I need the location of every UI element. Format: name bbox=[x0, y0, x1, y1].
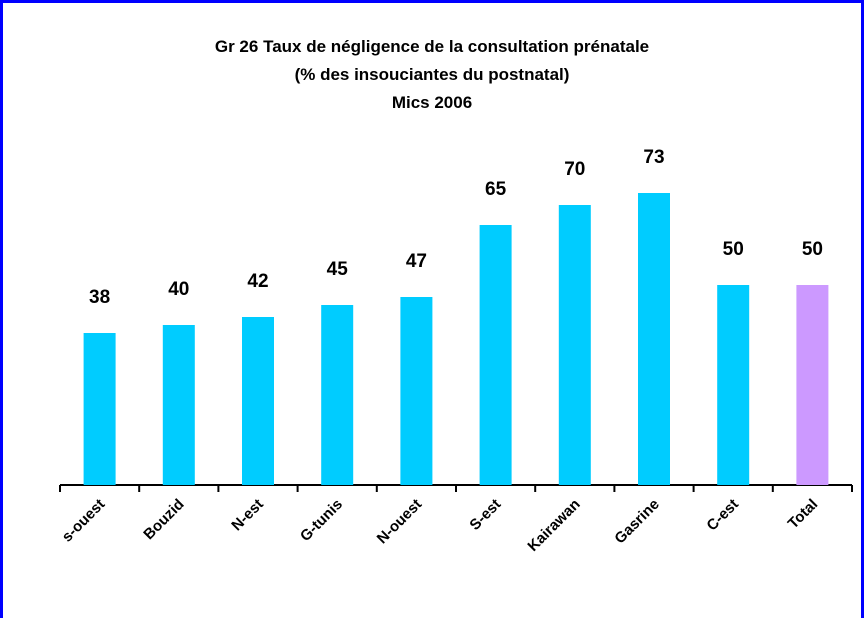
data-label: 70 bbox=[564, 159, 585, 180]
data-label: 65 bbox=[485, 179, 507, 200]
bar bbox=[638, 193, 670, 485]
data-label: 40 bbox=[168, 279, 189, 300]
bar bbox=[796, 285, 829, 485]
bar bbox=[400, 297, 433, 485]
data-label: 38 bbox=[89, 287, 110, 308]
bar bbox=[321, 305, 354, 485]
bar bbox=[242, 317, 274, 485]
chart-title: Gr 26 Taux de négligence de la consultat… bbox=[215, 37, 649, 56]
chart-subtitle: Mics 2006 bbox=[392, 93, 472, 112]
bar bbox=[162, 325, 195, 485]
bar bbox=[558, 205, 591, 485]
bar bbox=[479, 225, 512, 485]
bar bbox=[83, 333, 116, 485]
data-label: 45 bbox=[327, 259, 349, 280]
data-label: 47 bbox=[406, 251, 427, 272]
data-label: 50 bbox=[802, 239, 823, 260]
bar bbox=[717, 285, 750, 485]
chart-subtitle: (% des insouciantes du postnatal) bbox=[295, 65, 570, 84]
data-label: 50 bbox=[723, 239, 744, 260]
data-label: 73 bbox=[643, 147, 664, 168]
data-label: 42 bbox=[247, 271, 268, 292]
